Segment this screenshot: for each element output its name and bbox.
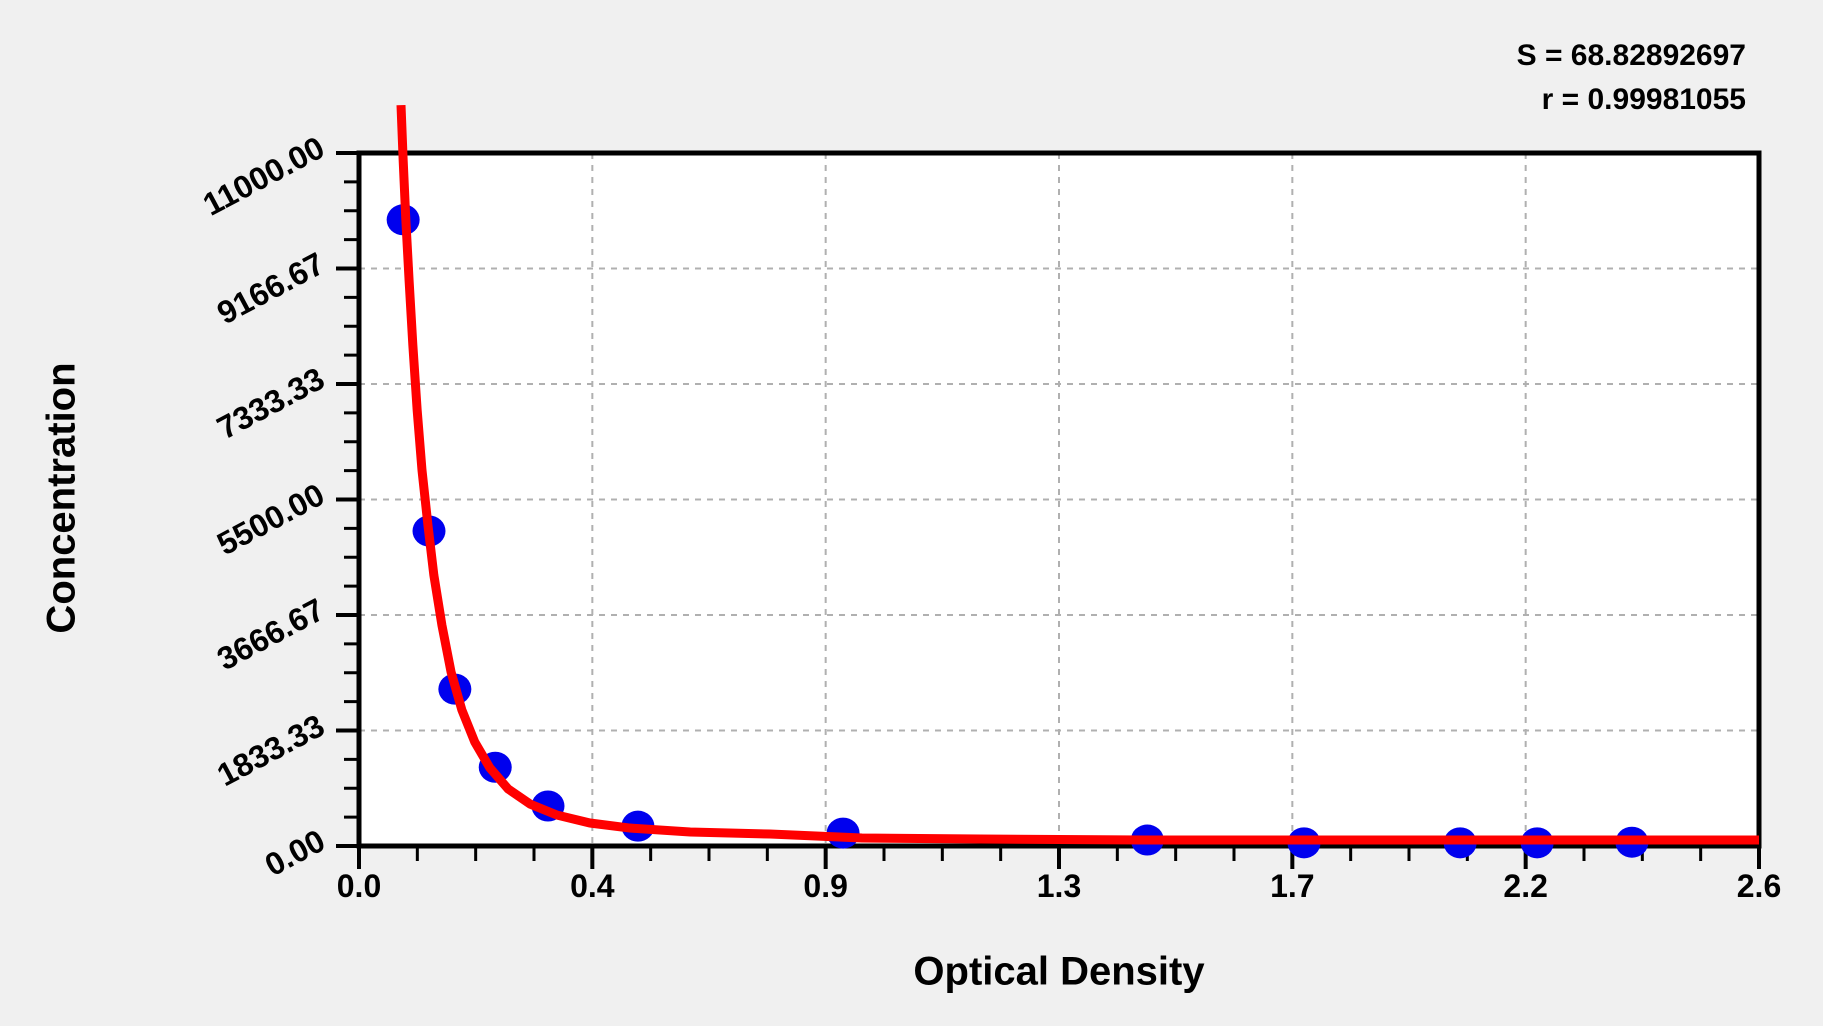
fit-statistics: S = 68.82892697 r = 0.99981055 <box>1517 34 1746 122</box>
y-axis-title: Concentration <box>39 362 84 634</box>
x-tick-label: 1.3 <box>1036 868 1082 904</box>
tick-layer <box>336 151 1761 869</box>
x-tick-label: 1.7 <box>1270 868 1315 904</box>
x-axis-title: Optical Density <box>913 949 1205 994</box>
fit-curve <box>396 104 1759 845</box>
x-tick-label: 2.6 <box>1736 868 1782 904</box>
x-tick-label: 0.9 <box>803 868 848 904</box>
x-tick-label: 0.0 <box>336 868 382 904</box>
plot-frame <box>356 150 1762 849</box>
x-tick-label: 2.2 <box>1503 868 1548 904</box>
grid-layer <box>359 153 1759 846</box>
stat-r: r = 0.99981055 <box>1541 83 1746 116</box>
x-tick-label: 0.4 <box>570 868 615 904</box>
stat-s: S = 68.82892697 <box>1516 39 1746 72</box>
